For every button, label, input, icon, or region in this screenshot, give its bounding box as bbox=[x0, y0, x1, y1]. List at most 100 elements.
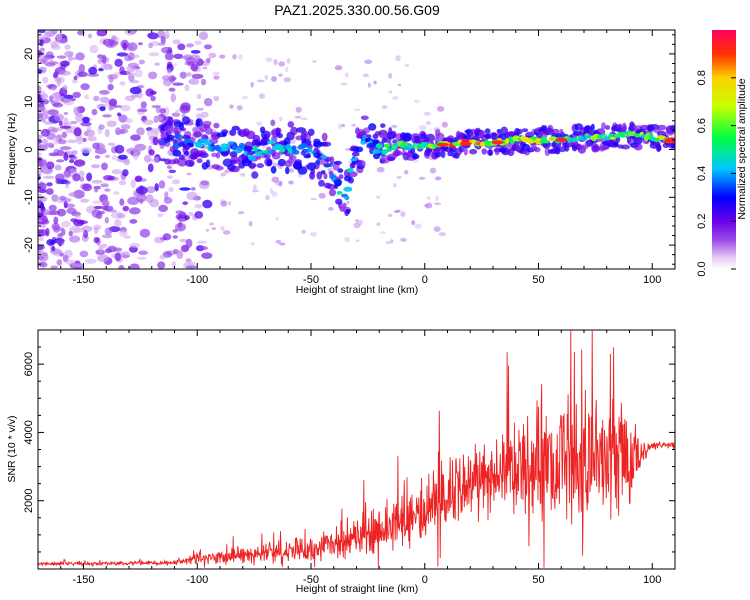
spectrogram-y-axis: -20 -10 0 10 20 bbox=[23, 34, 675, 265]
spectral-blob bbox=[148, 52, 160, 57]
spectral-blob bbox=[181, 134, 191, 140]
spectral-blob bbox=[59, 70, 71, 76]
spectral-blob bbox=[412, 153, 420, 160]
spectral-blob bbox=[81, 225, 93, 232]
y-tick-label: 2000 bbox=[23, 488, 35, 512]
spectral-blob bbox=[166, 134, 175, 140]
spectral-blob bbox=[580, 137, 588, 141]
spectral-blob bbox=[167, 116, 174, 126]
spectral-blob bbox=[38, 215, 48, 225]
spectral-blob bbox=[306, 152, 311, 158]
spectral-blob bbox=[200, 138, 209, 142]
spectral-blob bbox=[271, 176, 280, 183]
spectral-blob bbox=[71, 150, 78, 155]
spectral-blob bbox=[118, 129, 129, 134]
spectral-blob bbox=[104, 129, 110, 138]
spectral-blob bbox=[184, 84, 190, 92]
spectral-blob bbox=[300, 117, 309, 121]
colorbar-axis: 0.0 0.2 0.4 0.6 0.8 bbox=[696, 70, 736, 277]
spectral-blob bbox=[51, 245, 56, 252]
colorbar-label: Normalized spectral amplitude bbox=[736, 78, 748, 219]
spectral-blob bbox=[114, 144, 125, 154]
spectral-blob bbox=[77, 30, 85, 36]
spectral-blob bbox=[541, 136, 547, 142]
spectral-blob bbox=[53, 137, 59, 145]
spectral-blob bbox=[116, 112, 122, 117]
spectral-blob bbox=[117, 213, 126, 219]
snr-frame bbox=[37, 329, 676, 570]
spectral-blob bbox=[101, 54, 107, 64]
spectral-blob bbox=[434, 129, 441, 138]
spectral-blob bbox=[200, 180, 210, 186]
spectral-blob bbox=[290, 126, 298, 136]
y-tick-label: 6000 bbox=[23, 352, 35, 376]
spectral-blob bbox=[440, 150, 446, 159]
spectral-blob bbox=[521, 128, 529, 133]
spectral-blob bbox=[326, 183, 336, 190]
spectral-blob bbox=[238, 54, 243, 60]
spectral-blob bbox=[75, 113, 84, 123]
spectral-blob bbox=[59, 252, 65, 257]
spectral-blob bbox=[123, 235, 132, 239]
spectral-blob bbox=[657, 124, 667, 131]
spectral-blob bbox=[346, 200, 350, 205]
spectral-blob bbox=[90, 164, 101, 169]
spectral-blob bbox=[87, 136, 97, 142]
spectral-blob bbox=[89, 44, 99, 54]
spectral-blob bbox=[137, 108, 148, 113]
spectral-blob bbox=[38, 152, 42, 156]
spectral-blob bbox=[179, 71, 187, 79]
colorbar-tick-label: 0.2 bbox=[696, 214, 708, 229]
spectrogram-x-axis: -150 -100 -50 0 50 100 bbox=[37, 30, 676, 286]
spectral-blob bbox=[175, 210, 184, 215]
spectral-blob bbox=[555, 137, 568, 142]
spectral-blob bbox=[118, 230, 128, 237]
spectral-blob bbox=[38, 261, 48, 268]
spectral-blob bbox=[512, 144, 517, 152]
colorbar-gradient bbox=[712, 30, 736, 269]
y-tick-label: 10 bbox=[23, 96, 35, 108]
spectral-blob bbox=[627, 131, 636, 137]
spectral-blob bbox=[435, 195, 439, 202]
spectral-blob bbox=[320, 170, 326, 175]
spectral-blob bbox=[93, 185, 101, 190]
spectral-blob bbox=[136, 127, 145, 136]
spectral-blob bbox=[48, 204, 57, 212]
spectral-blob bbox=[308, 128, 315, 136]
spectral-blob bbox=[418, 176, 426, 180]
spectral-blob bbox=[345, 208, 351, 215]
spectral-blob bbox=[541, 124, 546, 132]
spectral-blob bbox=[327, 167, 336, 171]
spectral-blob bbox=[38, 85, 42, 93]
spectral-blob bbox=[348, 171, 358, 178]
spectral-blob bbox=[201, 252, 213, 259]
spectral-blob bbox=[387, 213, 393, 217]
spectral-blob bbox=[139, 228, 151, 238]
spectral-blob bbox=[203, 97, 213, 107]
spectral-blob bbox=[198, 152, 209, 159]
spectral-blob bbox=[360, 115, 369, 121]
spectral-blob bbox=[427, 201, 432, 208]
spectral-blob bbox=[38, 218, 43, 222]
spectral-blob bbox=[231, 125, 240, 131]
spectral-blob bbox=[161, 46, 172, 54]
spectral-blob bbox=[272, 162, 280, 167]
spectral-blob bbox=[463, 147, 468, 156]
spectral-blob bbox=[404, 170, 409, 175]
spectral-blob bbox=[38, 69, 43, 74]
spectral-blob bbox=[396, 209, 401, 213]
spectral-blob bbox=[251, 189, 259, 193]
spectral-blob bbox=[315, 159, 320, 166]
spectral-blob bbox=[397, 83, 402, 87]
spectral-blob bbox=[129, 242, 141, 248]
spectral-blob bbox=[72, 263, 83, 268]
spectral-blob bbox=[86, 172, 93, 182]
spectral-blob bbox=[96, 30, 108, 37]
spectral-blob bbox=[99, 96, 110, 103]
spectral-blob bbox=[227, 141, 235, 145]
colorbar-tick-label: 0.0 bbox=[696, 261, 708, 276]
spectral-blob bbox=[480, 141, 486, 147]
spectral-blob bbox=[310, 231, 318, 237]
spectral-blob bbox=[221, 129, 229, 134]
spectral-blob bbox=[238, 211, 245, 215]
